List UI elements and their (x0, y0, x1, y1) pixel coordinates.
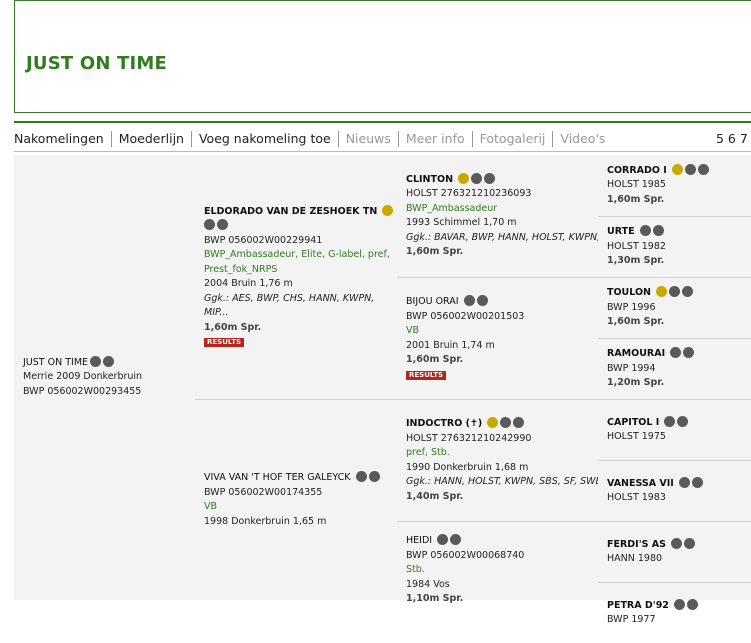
pagination[interactable]: 5 6 7 8 (716, 131, 751, 146)
horse-cell: BIJOU ORAI BWP 056002W00201503 VB 2001 B… (397, 277, 598, 399)
horse-cell: CAPITOL I HOLST 1975 (598, 399, 751, 460)
horse-cell: FERDI'S AS HANN 1980 (598, 521, 751, 582)
horse-name[interactable]: CAPITOL I (607, 416, 660, 428)
horse-info: HOLST 1983 (607, 492, 666, 503)
horse-info: BWP 1994 (607, 362, 656, 374)
horse-info: HOLST 1975 (607, 431, 666, 442)
horse-info: Stb. (406, 564, 425, 575)
horse-cell: JUST ON TIME Merrie 2009 Donkerbruin BWP… (14, 155, 195, 600)
horse-info: BWP 056002W00293455 (23, 385, 142, 397)
results-badge[interactable]: RESULTS (204, 338, 245, 347)
results-badge[interactable]: RESULTS (406, 370, 447, 380)
page: {"header":{"title":"JUST ON TIME"}, "nav… (14, 0, 751, 625)
horse-info: VB (406, 325, 420, 336)
title: JUST ON TIME (26, 53, 168, 74)
horse-name[interactable]: VIVA VAN 'T HOF TER GALEYCK (204, 472, 351, 483)
horse-info: Ggk.: AES, BWP, CHS, HANN, KWPN, MIP... (204, 292, 375, 319)
horse-info: Ggk.: HANN, HOLST, KWPN, SBS, SF, SWB (406, 476, 598, 487)
horse-info: 1,60m Spr. (406, 246, 464, 257)
horse-info: BWP_Ambassadeur (406, 202, 498, 214)
horse-name[interactable]: CORRADO I (607, 164, 667, 176)
horse-name[interactable]: HEIDI (406, 535, 433, 546)
horse-info: 1,20m Spr. (607, 377, 665, 389)
horse-info: HOLST 1985 (607, 179, 666, 191)
tab[interactable]: Fotogalerij (471, 131, 553, 147)
horse-info: Ggk.: BAVAR, BWP, HANN, HOLST, KWPN,... (406, 231, 598, 243)
tab[interactable]: Voeg nakomeling toe (190, 131, 338, 147)
horse-cell: TOULON BWP 1996 1,60m Spr. (598, 277, 751, 338)
horse-info: 1,60m Spr. (406, 354, 464, 365)
horse-cell: CLINTON HOLST 276321210236093 BWP_Ambass… (397, 155, 598, 277)
horse-info: 1,30m Spr. (607, 255, 665, 267)
horse-info: Merrie 2009 Donkerbruin (23, 371, 143, 383)
horse-info: BWP 056002W00174355 (204, 486, 323, 498)
horse-info: 1,10m Spr. (406, 593, 464, 604)
tab[interactable]: Nieuws (337, 131, 398, 147)
horse-info: 2001 Bruin 1,74 m (406, 339, 495, 351)
horse-cell: HEIDI BWP 056002W00068740 Stb. 1984 Vos … (397, 521, 598, 643)
horse-info: BWP 1977 (607, 614, 656, 625)
horse-name[interactable]: URTE (607, 226, 635, 238)
horse-cell: RAMOURAI BWP 1994 1,20m Spr. (598, 338, 751, 399)
horse-info: 1993 Schimmel 1,70 m (406, 217, 517, 228)
horse-info: HOLST 1982 (607, 240, 666, 252)
horse-info: 1984 Vos (406, 578, 450, 590)
header: JUST ON TIME (14, 0, 751, 113)
nav: Nakomelingen Moederlijn Voeg nakomeling … (14, 129, 612, 149)
horse-info: BWP_Ambassadeur, Elite, G-label, pref, P… (204, 249, 390, 275)
horse-info: HANN 1980 (607, 553, 663, 564)
horse-cell: CORRADO I HOLST 1985 1,60m Spr. (598, 155, 751, 216)
tab[interactable]: Nakomelingen (14, 131, 104, 146)
horse-cell: INDOCTRO (✝) HOLST 276321210242990 pref,… (397, 399, 598, 521)
tab[interactable]: Video's (552, 131, 612, 147)
horse-cell: PETRA D'92 BWP 1977 (598, 582, 751, 643)
horse-info: HOLST 276321210236093 (406, 188, 532, 199)
tab[interactable]: Meer info (397, 131, 472, 147)
horse-name[interactable]: RAMOURAI (607, 348, 666, 360)
horse-info: pref, Stb. (406, 447, 450, 458)
nav-rule (14, 121, 751, 123)
horse-info: 1,60m Spr. (204, 321, 262, 333)
horse-info: 1990 Donkerbruin 1,68 m (406, 461, 529, 473)
horse-name[interactable]: TOULON (607, 287, 652, 299)
horse-info: 1,60m Spr. (607, 316, 665, 328)
horse-info: 1,60m Spr. (607, 193, 665, 205)
horse-name[interactable]: VANESSA VII (607, 477, 674, 489)
horse-info: VB (204, 501, 218, 512)
horse-name[interactable]: JUST ON TIME (23, 356, 89, 368)
horse-info: BWP 1996 (607, 301, 656, 313)
horse-info: 2004 Bruin 1,76 m (204, 278, 293, 289)
horse-cell: VANESSA VII HOLST 1983 (598, 460, 751, 521)
horse-info: BWP 056002W00229941 (204, 234, 323, 246)
horse-info: HOLST 276321210242990 (406, 432, 532, 444)
horse-name[interactable]: ELDORADO VAN DE ZESHOEK TN (204, 205, 378, 217)
horse-cell: ELDORADO VAN DE ZESHOEK TN BWP 056002W00… (195, 155, 397, 399)
horse-info: 1,40m Spr. (406, 490, 464, 502)
horse-cell: VIVA VAN 'T HOF TER GALEYCK BWP 056002W0… (195, 399, 397, 600)
horse-name[interactable]: BIJOU ORAI (406, 296, 459, 307)
horse-info: 1998 Donkerbruin 1,65 m (204, 515, 327, 527)
horse-info: BWP 056002W00068740 (406, 549, 525, 561)
horse-name[interactable]: INDOCTRO (✝) (406, 418, 483, 429)
separator (14, 151, 751, 152)
horse-info: BWP 056002W00201503 (406, 310, 525, 322)
pedigree: JUST ON TIME Merrie 2009 Donkerbruin BWP… (14, 155, 751, 625)
horse-name[interactable]: CLINTON (406, 173, 454, 185)
horse-cell: URTE HOLST 1982 1,30m Spr. (598, 216, 751, 277)
horse-name[interactable]: PETRA D'92 (607, 599, 669, 611)
horse-name[interactable]: FERDI'S AS (607, 538, 666, 550)
tab[interactable]: Moederlijn (110, 131, 191, 147)
